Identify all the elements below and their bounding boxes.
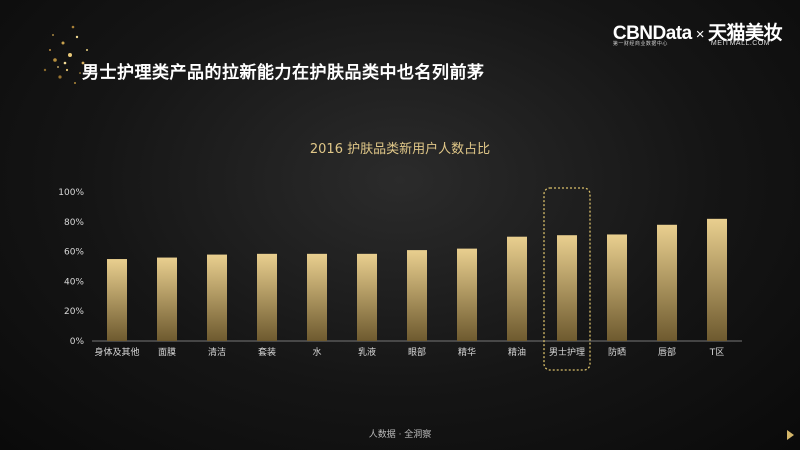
bar-1 [157, 257, 177, 341]
y-tick-label: 0% [70, 337, 85, 347]
bar-4 [307, 253, 327, 341]
x-tick-label: 面膜 [158, 347, 176, 358]
chart-title: 2016 护肤品类新用户人数占比 [309, 142, 491, 157]
footer-slogan: 人数据 · 全洞察 [368, 430, 432, 440]
brand-logo: CBNData × 天猫美妆 第一财经商业数据中心 MEITMALL.COM [612, 18, 783, 47]
next-arrow-icon[interactable] [787, 430, 794, 440]
y-tick-label: 20% [64, 307, 84, 317]
x-tick-label: 身体及其他 [94, 346, 139, 358]
bar-6 [407, 250, 427, 341]
x-tick-label: 眼部 [408, 346, 426, 358]
gold-sparkle-decoration [43, 25, 88, 84]
x-tick-label: 精油 [508, 346, 526, 358]
bar-7 [457, 248, 477, 341]
y-tick-label: 60% [64, 248, 84, 258]
tmall-beauty-logo-text: 天猫美妆 [707, 23, 783, 44]
y-tick-label: 40% [64, 277, 84, 287]
x-tick-label: 乳液 [358, 346, 376, 358]
x-tick-label: 唇部 [658, 346, 676, 358]
x-tick-label: 男士护理 [549, 346, 585, 358]
tmall-subtitle: MEITMALL.COM [710, 40, 771, 47]
bar-11 [657, 224, 677, 341]
highlight-box [543, 187, 591, 371]
x-tick-label: 防晒 [608, 346, 626, 358]
y-tick-label: 80% [64, 218, 84, 228]
bar-10 [607, 234, 627, 341]
y-tick-label: 100% [58, 188, 84, 198]
bar-0 [107, 259, 127, 341]
x-tick-label: T区 [709, 347, 725, 358]
x-tick-label: 清洁 [208, 346, 226, 358]
cbndata-logo-text: CBNData [612, 23, 692, 44]
page-headline: 男士护理类产品的拉新能力在护肤品类中也名列前茅 [82, 63, 485, 83]
x-tick-label: 精华 [458, 346, 476, 358]
cbndata-subtitle: 第一财经商业数据中心 [612, 41, 668, 47]
bar-12 [707, 218, 727, 341]
bar-8 [507, 236, 527, 341]
bar-5 [357, 253, 377, 341]
logo-times-sign: × [695, 26, 705, 43]
bar-2 [207, 254, 227, 341]
x-tick-label: 套装 [258, 346, 276, 358]
bar-3 [257, 253, 277, 341]
bar-9 [557, 235, 577, 341]
x-tick-label: 水 [312, 346, 321, 358]
